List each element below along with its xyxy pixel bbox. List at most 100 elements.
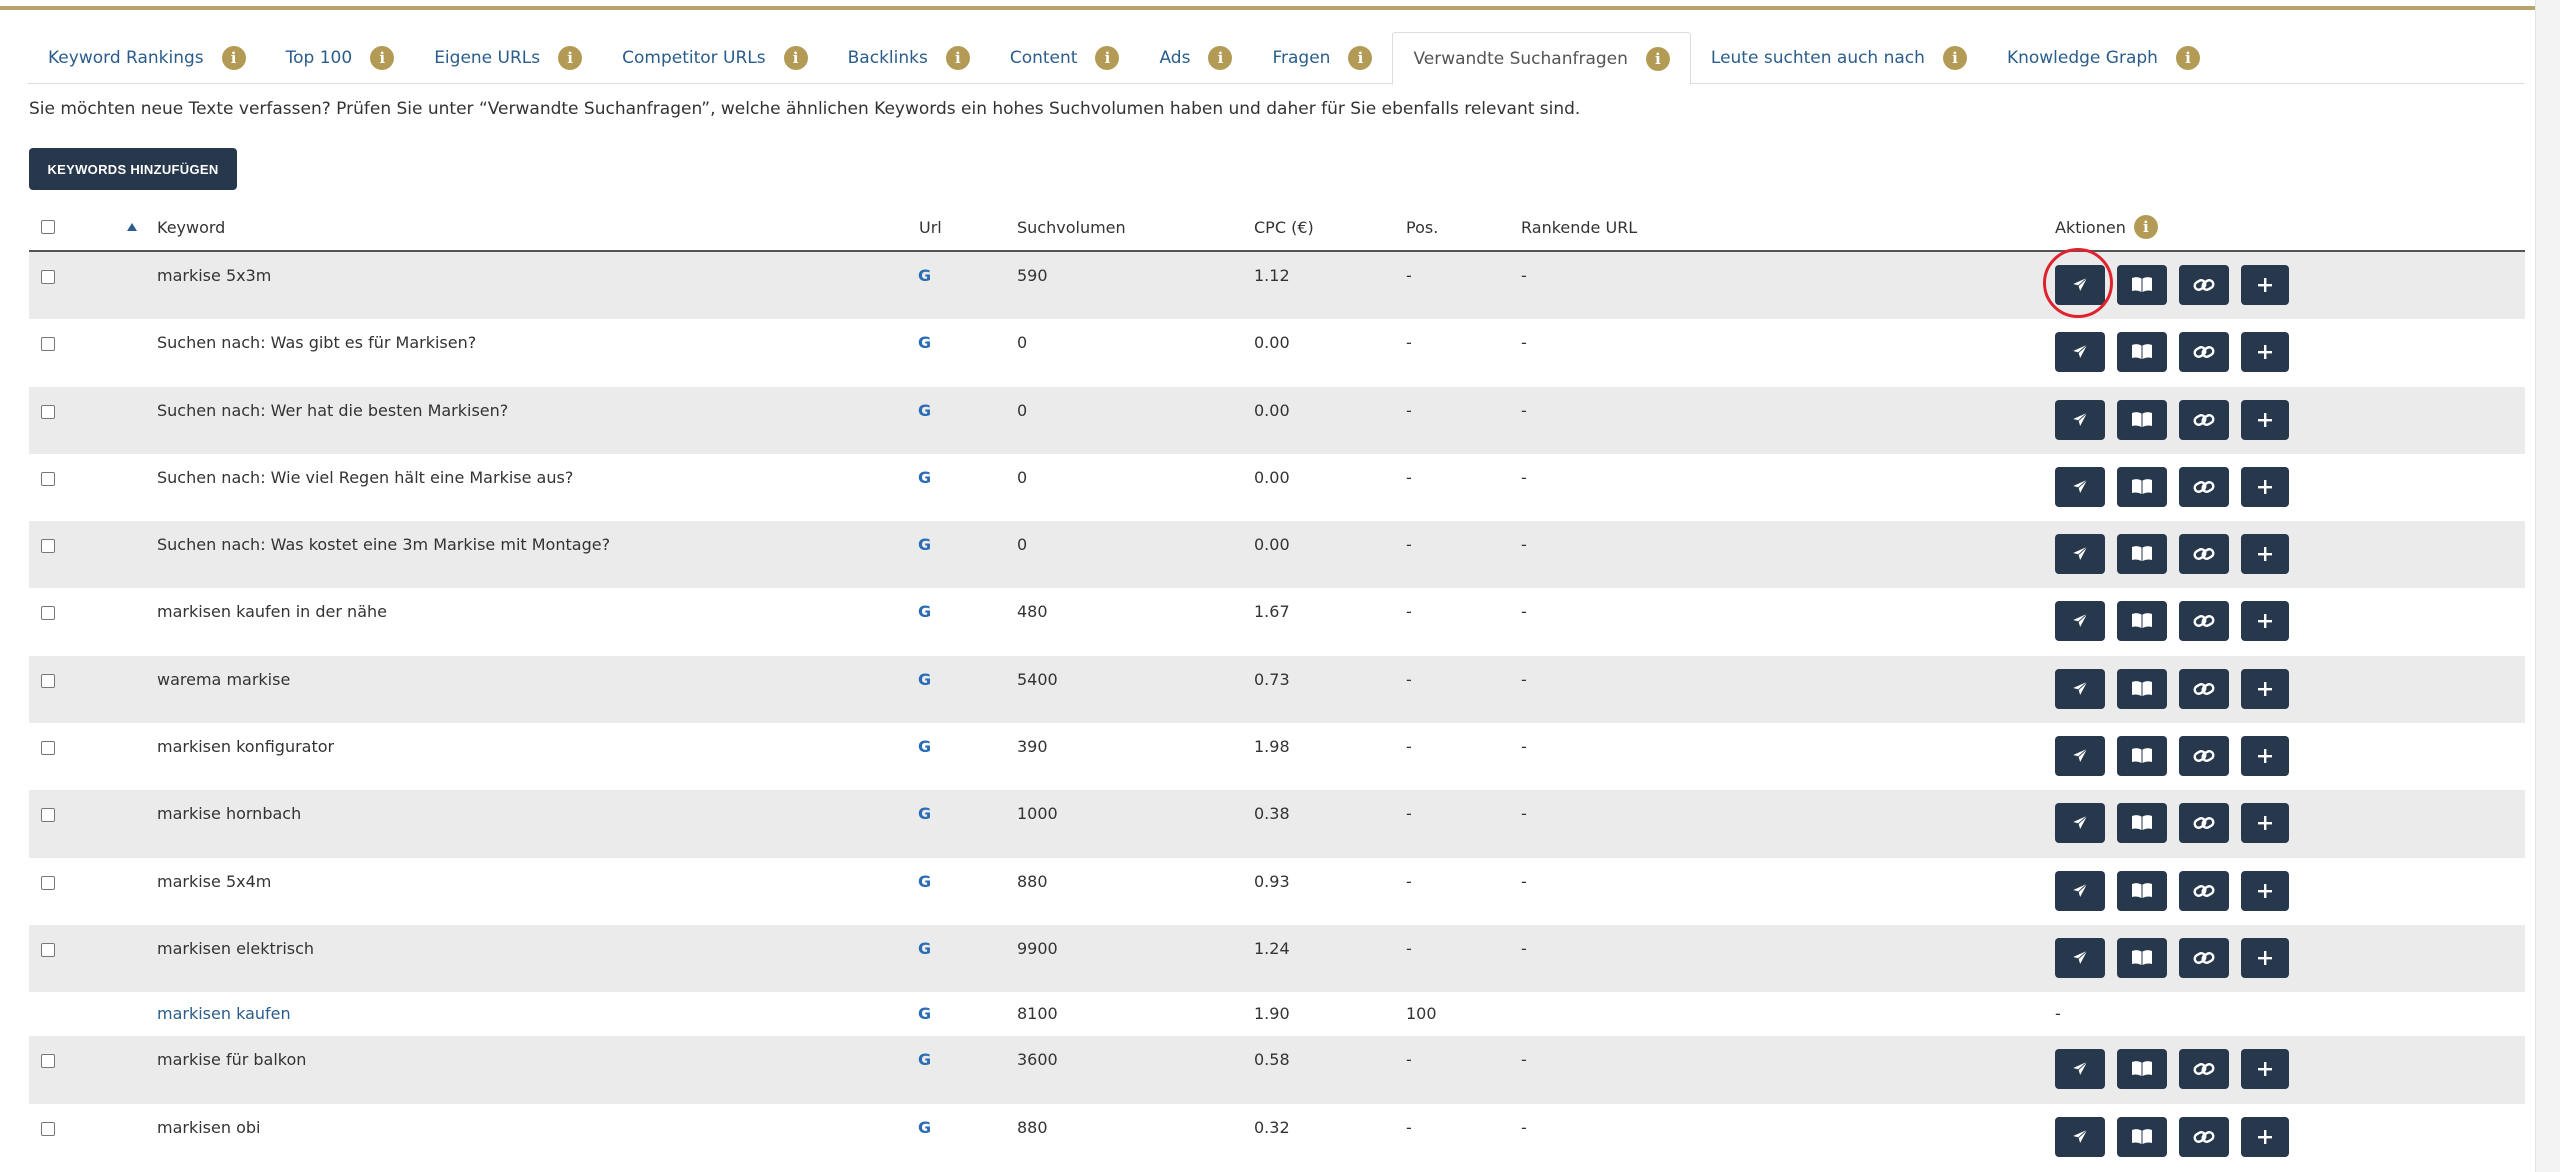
google-icon[interactable]: G (918, 467, 932, 487)
row-checkbox[interactable] (41, 808, 55, 823)
google-icon[interactable]: G (918, 602, 932, 622)
send-button[interactable] (2055, 736, 2105, 777)
add-button[interactable] (2241, 736, 2289, 777)
google-icon[interactable]: G (918, 535, 932, 555)
google-icon[interactable]: G (918, 333, 932, 353)
row-checkbox[interactable] (41, 270, 55, 284)
link-button[interactable] (2179, 332, 2229, 373)
google-icon[interactable]: G (918, 1117, 932, 1137)
select-all-checkbox[interactable] (41, 204, 55, 250)
send-button[interactable] (2055, 803, 2105, 844)
google-icon[interactable]: G (918, 938, 932, 958)
link-button[interactable] (2179, 668, 2229, 709)
info-icon[interactable]: i (783, 46, 808, 70)
book-button[interactable] (2117, 803, 2167, 844)
add-button[interactable] (2241, 332, 2289, 373)
add-button[interactable] (2241, 534, 2289, 575)
add-button[interactable] (2241, 668, 2289, 709)
tab-verwandte-suchanfragen[interactable]: Verwandte Suchanfragen i (1392, 32, 1691, 85)
add-button[interactable] (2241, 265, 2289, 305)
send-button[interactable] (2055, 1049, 2105, 1090)
column-url[interactable]: Url (919, 217, 942, 237)
book-button[interactable] (2117, 937, 2167, 978)
info-icon[interactable]: i (2175, 46, 2200, 70)
link-button[interactable] (2179, 1049, 2229, 1090)
row-checkbox[interactable] (41, 875, 55, 890)
row-checkbox[interactable] (41, 404, 55, 419)
info-icon[interactable]: i (1645, 46, 1670, 71)
row-checkbox[interactable] (41, 606, 55, 621)
row-checkbox[interactable] (41, 539, 55, 554)
link-button[interactable] (2179, 736, 2229, 777)
link-button[interactable] (2179, 937, 2229, 978)
book-button[interactable] (2117, 332, 2167, 373)
add-button[interactable] (2241, 1049, 2289, 1090)
book-button[interactable] (2117, 534, 2167, 575)
row-checkbox[interactable] (41, 337, 55, 352)
column-volume[interactable]: Suchvolumen (1017, 217, 1126, 237)
link-button[interactable] (2179, 803, 2229, 844)
tab-keyword-rankings[interactable]: Keyword Rankings i (28, 32, 266, 84)
tab-top-100[interactable]: Top 100 i (266, 32, 415, 84)
book-button[interactable] (2117, 870, 2167, 911)
add-button[interactable] (2241, 466, 2289, 507)
info-icon[interactable]: i (558, 46, 583, 70)
book-button[interactable] (2117, 1116, 2167, 1157)
column-keyword[interactable]: Keyword (157, 217, 226, 237)
add-button[interactable] (2241, 803, 2289, 844)
book-button[interactable] (2117, 736, 2167, 777)
book-button[interactable] (2117, 466, 2167, 507)
book-button[interactable] (2117, 1049, 2167, 1090)
google-icon[interactable]: G (918, 737, 932, 757)
send-button[interactable] (2055, 601, 2105, 642)
send-button[interactable] (2055, 1116, 2105, 1157)
tab-leute-suchten-auch-nach[interactable]: Leute suchten auch nach i (1691, 32, 1987, 84)
add-keywords-button[interactable]: KEYWORDS HINZUFÜGEN (29, 148, 237, 190)
google-icon[interactable]: G (918, 400, 932, 420)
add-button[interactable] (2241, 601, 2289, 642)
info-icon[interactable]: i (1095, 46, 1120, 70)
book-button[interactable] (2117, 668, 2167, 709)
google-icon[interactable]: G (918, 669, 932, 689)
vertical-scrollbar[interactable] (2535, 0, 2560, 1172)
row-checkbox[interactable] (41, 942, 55, 957)
column-ranking-url[interactable]: Rankende URL (1521, 217, 1638, 237)
book-button[interactable] (2117, 601, 2167, 642)
google-icon[interactable]: G (918, 266, 932, 285)
send-button[interactable] (2055, 534, 2105, 575)
column-cpc[interactable]: CPC (€) (1254, 217, 1314, 237)
google-icon[interactable]: G (918, 804, 932, 824)
link-button[interactable] (2179, 534, 2229, 575)
info-icon[interactable]: i (2133, 215, 2158, 239)
google-icon[interactable]: G (918, 1050, 932, 1070)
add-button[interactable] (2241, 399, 2289, 440)
row-checkbox[interactable] (41, 471, 55, 486)
sort-arrow-icon[interactable] (127, 204, 137, 250)
send-button[interactable] (2055, 870, 2105, 911)
google-icon[interactable]: G (918, 1004, 932, 1024)
row-checkbox[interactable] (41, 741, 55, 756)
add-button[interactable] (2241, 937, 2289, 978)
add-button[interactable] (2241, 870, 2289, 911)
row-checkbox[interactable] (41, 673, 55, 688)
tab-knowledge-graph[interactable]: Knowledge Graph i (1987, 32, 2220, 84)
link-button[interactable] (2179, 601, 2229, 642)
send-button[interactable] (2055, 937, 2105, 978)
info-icon[interactable]: i (1942, 46, 1967, 70)
send-button[interactable] (2055, 668, 2105, 709)
send-button[interactable] (2055, 332, 2105, 373)
info-icon[interactable]: i (1348, 46, 1373, 70)
send-button[interactable] (2055, 399, 2105, 440)
info-icon[interactable]: i (945, 46, 970, 70)
tab-eigene-urls[interactable]: Eigene URLs i (414, 32, 602, 84)
keyword-cell[interactable]: markisen kaufen (157, 1004, 291, 1024)
link-button[interactable] (2179, 265, 2229, 305)
tab-ads[interactable]: Ads i (1139, 32, 1252, 84)
column-pos[interactable]: Pos. (1406, 217, 1439, 237)
link-button[interactable] (2179, 870, 2229, 911)
link-button[interactable] (2179, 399, 2229, 440)
tab-backlinks[interactable]: Backlinks i (828, 32, 990, 84)
send-button[interactable] (2055, 466, 2105, 507)
info-icon[interactable]: i (370, 46, 395, 70)
tab-competitor-urls[interactable]: Competitor URLs i (602, 32, 828, 84)
